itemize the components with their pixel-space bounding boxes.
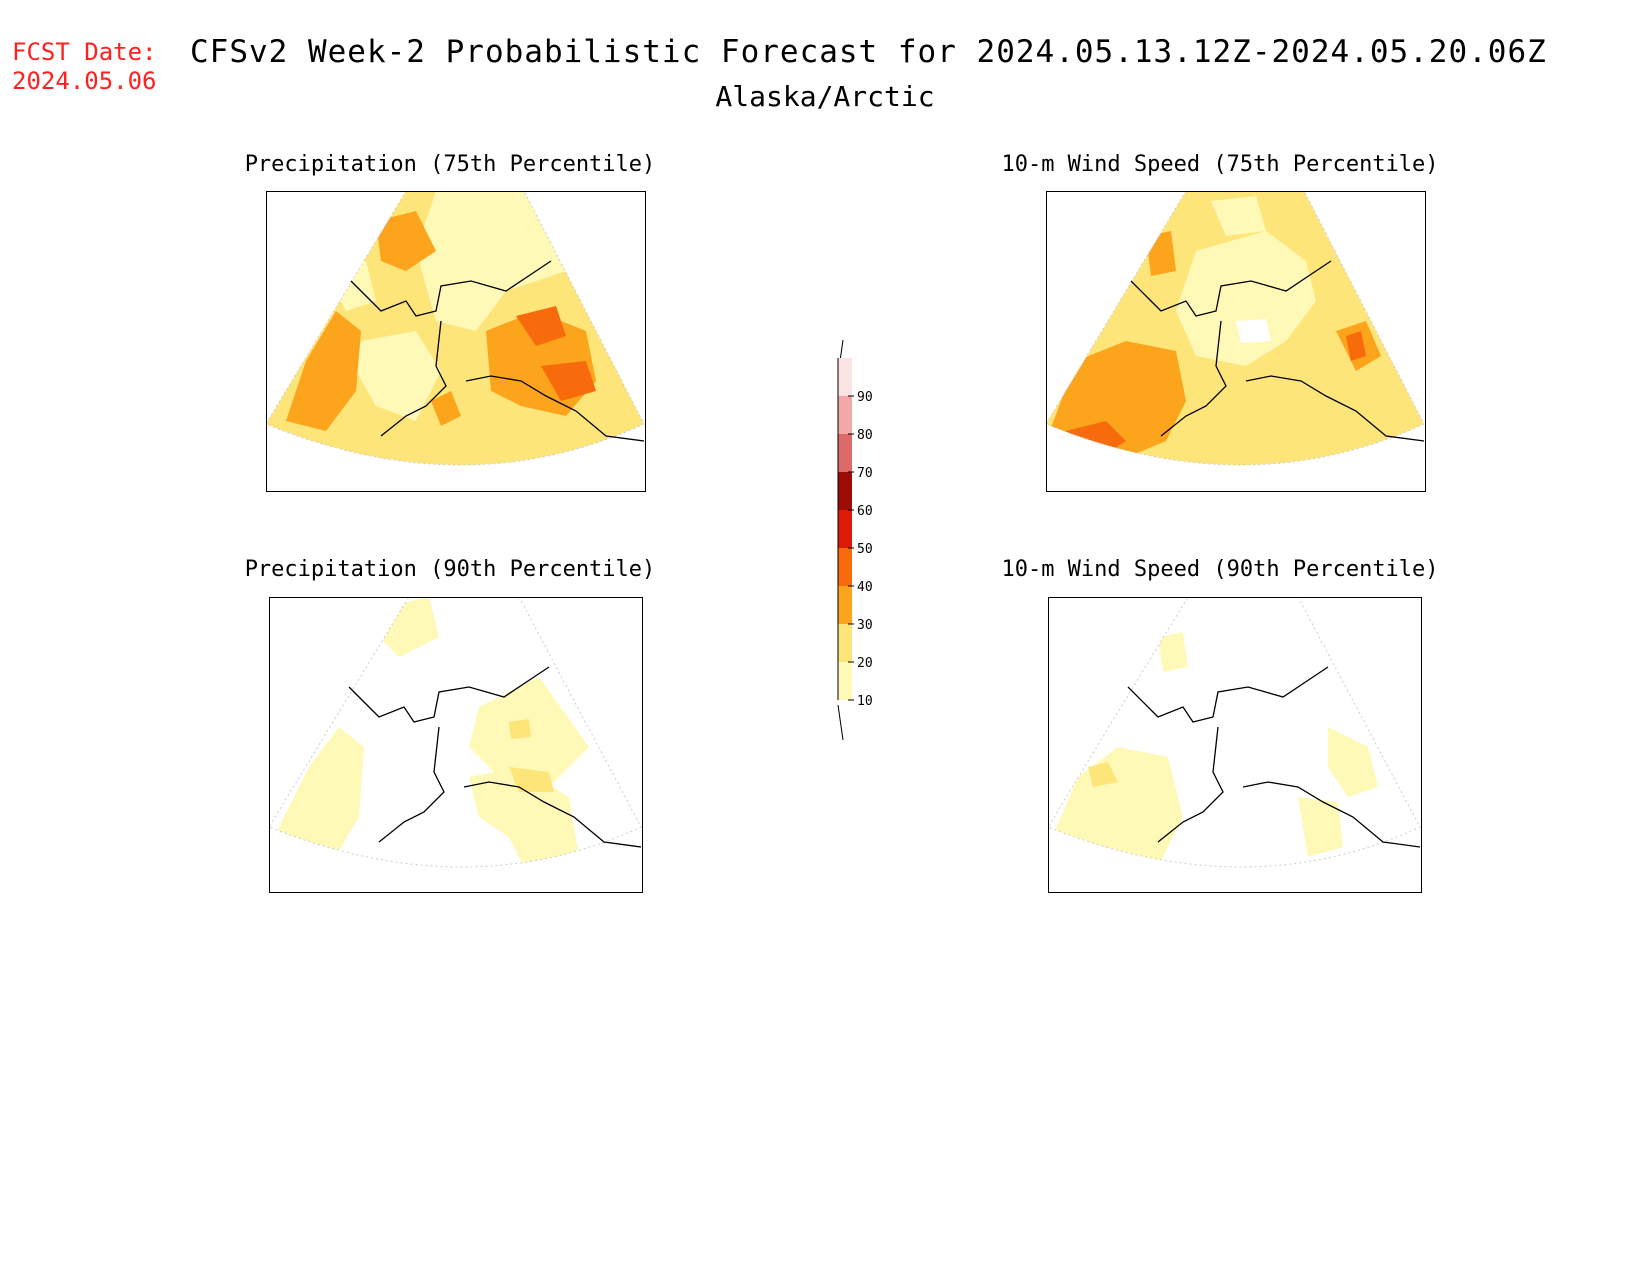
colorbar-label: 60 [857, 504, 873, 519]
colorbar-label: 20 [857, 656, 873, 671]
colorbar-swatch-20 [838, 624, 852, 662]
fcst-date: 2024.05.06 [12, 67, 157, 95]
panel-title-precip90: Precipitation (90th Percentile) [244, 557, 656, 582]
panel-title-wind90: 10-m Wind Speed (90th Percentile) [1001, 557, 1439, 582]
region-subtitle: Alaska/Arctic [715, 80, 935, 113]
map-precip75 [266, 191, 646, 492]
colorbar-swatch-30 [838, 586, 852, 624]
colorbar-swatch-80 [838, 396, 852, 434]
colorbar-label: 40 [857, 580, 873, 595]
colorbar-swatch-10 [838, 662, 852, 700]
colorbar-swatch-70 [838, 434, 852, 472]
colorbar-label: 30 [857, 618, 873, 633]
colorbar-label: 10 [857, 694, 873, 709]
colorbar: 10 20 30 40 50 60 70 80 90 [837, 339, 873, 741]
colorbar-swatch-60 [838, 472, 852, 510]
map-wind75 [1046, 191, 1426, 492]
main-title: CFSv2 Week-2 Probabilistic Forecast for … [190, 34, 1547, 70]
fcst-label: FCST Date: [12, 38, 157, 66]
colorbar-label: 80 [857, 428, 873, 443]
map-precip90 [269, 597, 643, 893]
colorbar-label: 50 [857, 542, 873, 557]
panel-title-precip75: Precipitation (75th Percentile) [244, 152, 656, 177]
shading-precip75 [266, 191, 644, 465]
colorbar-label: 70 [857, 466, 873, 481]
colorbar-swatch-40 [838, 548, 852, 586]
colorbar-swatch-50 [838, 510, 852, 548]
shading-precip90 [269, 597, 641, 867]
map-wind90 [1048, 597, 1422, 893]
forecast-date-label: FCST Date: 2024.05.06 [12, 38, 157, 96]
shading-wind75 [1046, 191, 1424, 465]
colorbar-swatch-90 [838, 358, 852, 396]
shading-wind90 [1048, 597, 1420, 867]
colorbar-label: 90 [857, 390, 873, 405]
panel-title-wind75: 10-m Wind Speed (75th Percentile) [1001, 152, 1439, 177]
